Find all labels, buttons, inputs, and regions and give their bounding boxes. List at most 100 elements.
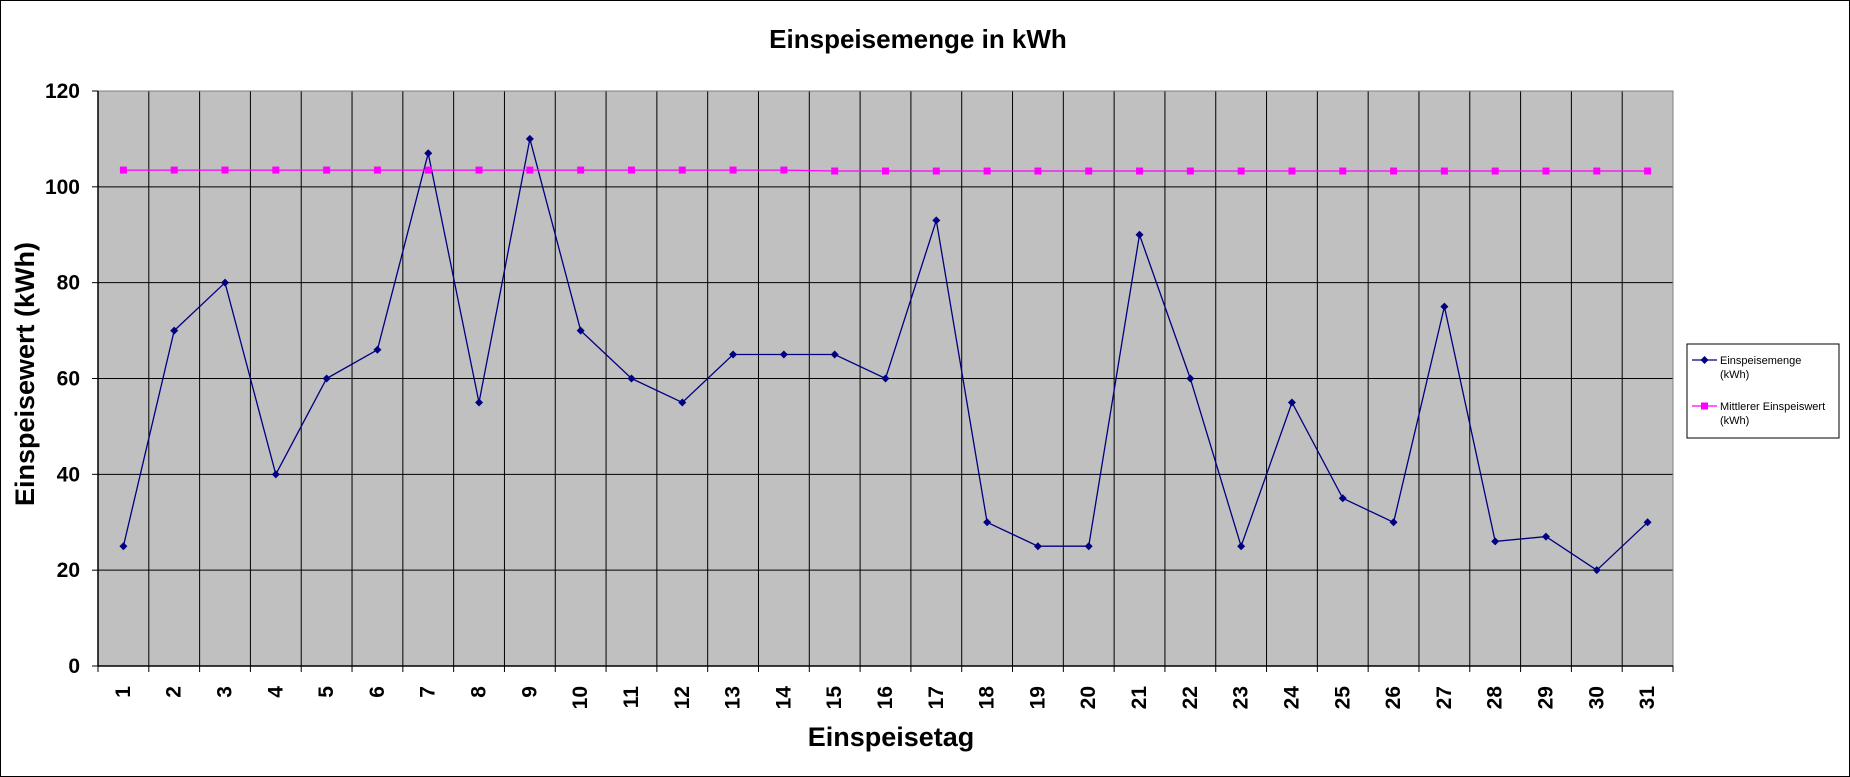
legend-label: (kWh) <box>1720 415 1749 427</box>
legend-label: (kWh) <box>1720 369 1749 381</box>
data-point <box>1541 532 1550 541</box>
x-tick-label: 20 <box>1077 686 1100 709</box>
data-point <box>1440 302 1449 311</box>
x-tick-label: 29 <box>1534 686 1557 709</box>
x-tick-label: 18 <box>976 686 999 710</box>
data-point <box>1085 167 1093 175</box>
x-tick-label: 16 <box>874 686 897 709</box>
data-point <box>932 167 940 175</box>
data-point <box>272 166 280 174</box>
x-tick-label: 13 <box>722 686 745 709</box>
series-2 <box>119 166 1652 175</box>
x-tick-label: 28 <box>1484 686 1507 710</box>
y-axis-title: Einspeisewert (kWh) <box>10 242 40 506</box>
legend-label: Mittlerer Einspeiswert <box>1720 401 1825 413</box>
x-tick-label: 1 <box>112 686 135 698</box>
x-tick-label: 3 <box>214 686 237 698</box>
data-point <box>526 166 534 174</box>
data-point <box>1593 167 1601 175</box>
data-point <box>119 542 128 551</box>
data-point <box>1287 398 1296 407</box>
x-tick-label: 26 <box>1382 686 1405 709</box>
legend-item: Mittlerer Einspeiswert (kWh) <box>1692 401 1825 427</box>
data-point <box>1034 167 1042 175</box>
x-axis-title: Einspeisetag <box>808 722 975 752</box>
data-point <box>1389 518 1398 527</box>
y-tick-label: 80 <box>57 272 80 295</box>
data-point <box>1237 167 1245 175</box>
data-point <box>119 166 127 174</box>
legend-item: Einspeisemenge (kWh) <box>1692 355 1801 381</box>
x-tick-label: 27 <box>1433 686 1456 709</box>
data-point <box>221 278 230 287</box>
data-point <box>983 518 992 527</box>
x-tick-label: 9 <box>518 686 541 698</box>
data-point <box>271 470 280 479</box>
data-point <box>1542 167 1550 175</box>
data-point <box>830 350 839 359</box>
data-point <box>627 166 635 174</box>
data-point <box>1440 167 1448 175</box>
data-point <box>780 166 788 174</box>
legend: Einspeisemenge(kWh)Mittlerer Einspeiswer… <box>1686 343 1840 439</box>
data-point <box>170 166 178 174</box>
data-point <box>1288 167 1296 175</box>
x-tick-label: 6 <box>366 686 389 698</box>
data-point <box>1033 542 1042 551</box>
data-point <box>1339 167 1347 175</box>
data-point <box>221 166 229 174</box>
data-point <box>322 374 331 383</box>
x-tick-label: 2 <box>163 686 186 698</box>
data-point <box>424 166 432 174</box>
data-point <box>1643 518 1652 527</box>
data-point <box>729 166 737 174</box>
data-point <box>1135 230 1144 239</box>
x-tick-label: 11 <box>620 686 643 709</box>
data-point <box>170 326 179 335</box>
x-tick-label: 22 <box>1179 686 1202 709</box>
series-1 <box>119 134 1652 575</box>
y-tick-label: 40 <box>57 463 80 486</box>
data-point <box>576 326 585 335</box>
y-tick-label: 120 <box>45 80 80 103</box>
x-tick-label: 19 <box>1026 686 1049 709</box>
data-point <box>475 166 483 174</box>
data-point <box>983 167 991 175</box>
data-point <box>831 167 839 175</box>
x-tick-label: 31 <box>1636 686 1659 710</box>
chart-title: Einspeisemenge in kWh <box>769 24 1067 54</box>
data-point <box>323 166 331 174</box>
x-tick-label: 14 <box>772 686 795 710</box>
x-tick-label: 8 <box>468 686 491 698</box>
data-point <box>932 216 941 225</box>
y-tick-label: 20 <box>57 559 80 582</box>
data-point <box>1592 566 1601 575</box>
legend-label: Einspeisemenge <box>1720 355 1801 367</box>
data-point <box>1491 537 1500 546</box>
x-tick-label: 21 <box>1128 686 1151 710</box>
data-point <box>525 134 534 143</box>
data-point <box>373 166 381 174</box>
y-tick-label: 100 <box>45 176 80 199</box>
x-tick-label: 12 <box>671 686 694 709</box>
data-point <box>577 166 585 174</box>
x-tick-label: 25 <box>1331 686 1354 710</box>
x-tick-label: 17 <box>925 686 948 709</box>
data-point <box>1084 542 1093 551</box>
x-tick-label: 4 <box>264 686 287 698</box>
x-tick-label: 5 <box>315 686 338 698</box>
data-point <box>424 149 433 158</box>
data-point <box>1237 542 1246 551</box>
x-tick-label: 23 <box>1230 686 1253 709</box>
x-tick-label: 30 <box>1585 686 1608 709</box>
data-point <box>627 374 636 383</box>
series-layer <box>119 134 1652 575</box>
data-point <box>1491 167 1499 175</box>
data-point <box>779 350 788 359</box>
data-point <box>1338 494 1347 503</box>
x-tick-label: 15 <box>823 686 846 710</box>
data-point <box>373 345 382 354</box>
